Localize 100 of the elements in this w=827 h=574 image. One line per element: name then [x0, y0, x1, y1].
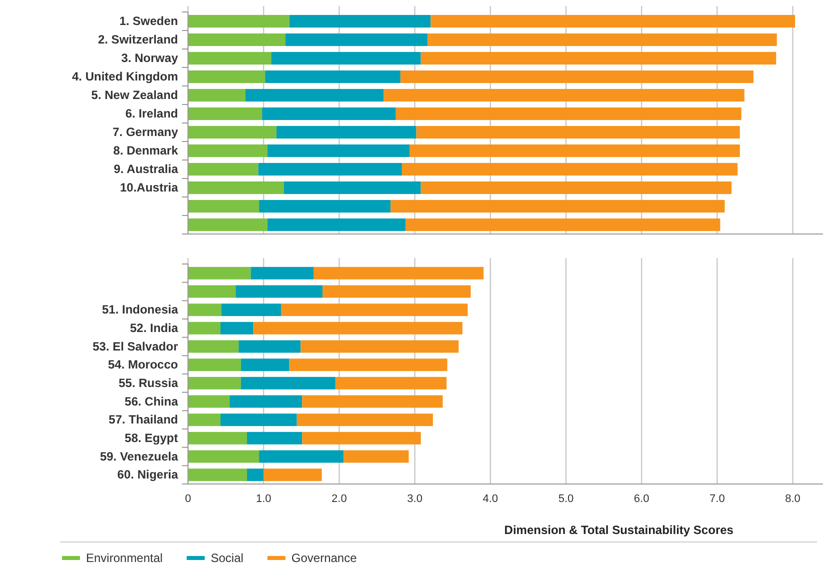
x-axis-title: Dimension & Total Sustainability Scores [504, 523, 734, 537]
bar [246, 432, 302, 444]
bar [220, 414, 297, 426]
legend-label: Governance [291, 551, 358, 565]
bar [188, 126, 276, 139]
bar [296, 414, 433, 426]
bar [289, 14, 431, 28]
bar [264, 468, 322, 482]
x-tick-label: 6.0 [634, 492, 650, 505]
x-tick-label: 5.0 [558, 492, 574, 505]
y-tick-label: 2. Switzerland [98, 32, 178, 47]
bar [188, 162, 258, 176]
bar [188, 70, 266, 84]
bar [221, 304, 281, 316]
y-tick-label: 55. Russia [118, 376, 178, 390]
bar [406, 218, 720, 232]
bar [344, 450, 409, 463]
bar [302, 395, 443, 408]
bar [188, 376, 241, 390]
y-tick-label: 10.Austria [120, 180, 178, 195]
bar [409, 144, 740, 158]
bar [265, 70, 400, 84]
bar [286, 33, 428, 46]
y-tick-label: 60. Nigeria [117, 468, 178, 482]
y-tick-label: 57. Thailand [108, 412, 178, 427]
y-tick-label: 1. Sweden [119, 14, 178, 28]
bar [188, 340, 239, 353]
y-tick-label: 58. Egypt [124, 431, 178, 446]
bar [258, 162, 402, 176]
bar [245, 88, 384, 102]
x-tick-label: 1.0 [256, 492, 272, 505]
bar [188, 285, 236, 298]
bar [400, 70, 754, 84]
bar [335, 376, 447, 390]
bar [313, 266, 484, 280]
bar [402, 162, 738, 176]
y-tick-label: 52. India [130, 321, 178, 336]
y-tick-label: 3. Norway [121, 51, 178, 66]
bar [188, 450, 260, 463]
legend-label: Social [210, 551, 244, 565]
bar [246, 468, 264, 482]
bar [259, 200, 391, 213]
x-tick-label: 8.0 [785, 492, 800, 505]
bar [188, 358, 241, 372]
y-tick-label: 54. Morocco [108, 358, 178, 372]
bar [267, 144, 410, 158]
bar [276, 126, 416, 139]
bar [428, 33, 777, 46]
y-tick-label: 51. Indonesia [102, 302, 178, 317]
x-tick-label: 0 [184, 492, 192, 505]
bar [188, 14, 290, 28]
y-tick-label: 59. Venezuela [100, 449, 178, 464]
x-tick-label: 3.0 [407, 492, 422, 505]
bar [188, 181, 284, 194]
bar [322, 285, 471, 298]
x-tick-label: 2.0 [332, 492, 347, 505]
bar [188, 395, 230, 408]
y-tick-label: 53. El Salvador [92, 339, 178, 354]
bar [420, 52, 776, 65]
x-tick-label: 7.0 [710, 492, 725, 505]
bar [284, 181, 421, 194]
bar [271, 52, 421, 65]
bar [188, 144, 268, 158]
y-tick-label: 7. Germany [112, 125, 178, 140]
bar [430, 14, 796, 28]
bar [188, 200, 260, 213]
bar [420, 181, 732, 194]
bar [250, 266, 314, 280]
bar [236, 285, 323, 298]
bar [188, 218, 268, 232]
bar [240, 376, 336, 390]
bar [300, 340, 459, 353]
bar [238, 340, 301, 353]
bar [302, 432, 421, 444]
bar [280, 304, 468, 316]
bar [188, 88, 246, 102]
bar [188, 33, 286, 46]
x-tick-label: 4.0 [482, 492, 498, 505]
bar [259, 450, 344, 463]
bar [289, 358, 448, 372]
bar [220, 322, 254, 334]
bar [253, 322, 462, 334]
bar [396, 107, 742, 120]
bar [188, 107, 262, 120]
bar [240, 358, 290, 372]
bar [384, 88, 744, 102]
y-tick-label: 5. New Zealand [91, 88, 178, 102]
bar [390, 200, 725, 213]
y-tick-label: 8. Denmark [113, 144, 178, 158]
bar [416, 126, 740, 139]
legend-label: Environmental [86, 551, 163, 565]
bar [188, 52, 272, 65]
y-tick-label: 9. Australia [114, 162, 178, 176]
bar [188, 304, 222, 316]
bar [188, 322, 221, 334]
y-tick-label: 56. China [124, 394, 178, 408]
bar [188, 266, 251, 280]
bar [230, 395, 302, 408]
bar [188, 414, 221, 426]
bar [262, 107, 396, 120]
